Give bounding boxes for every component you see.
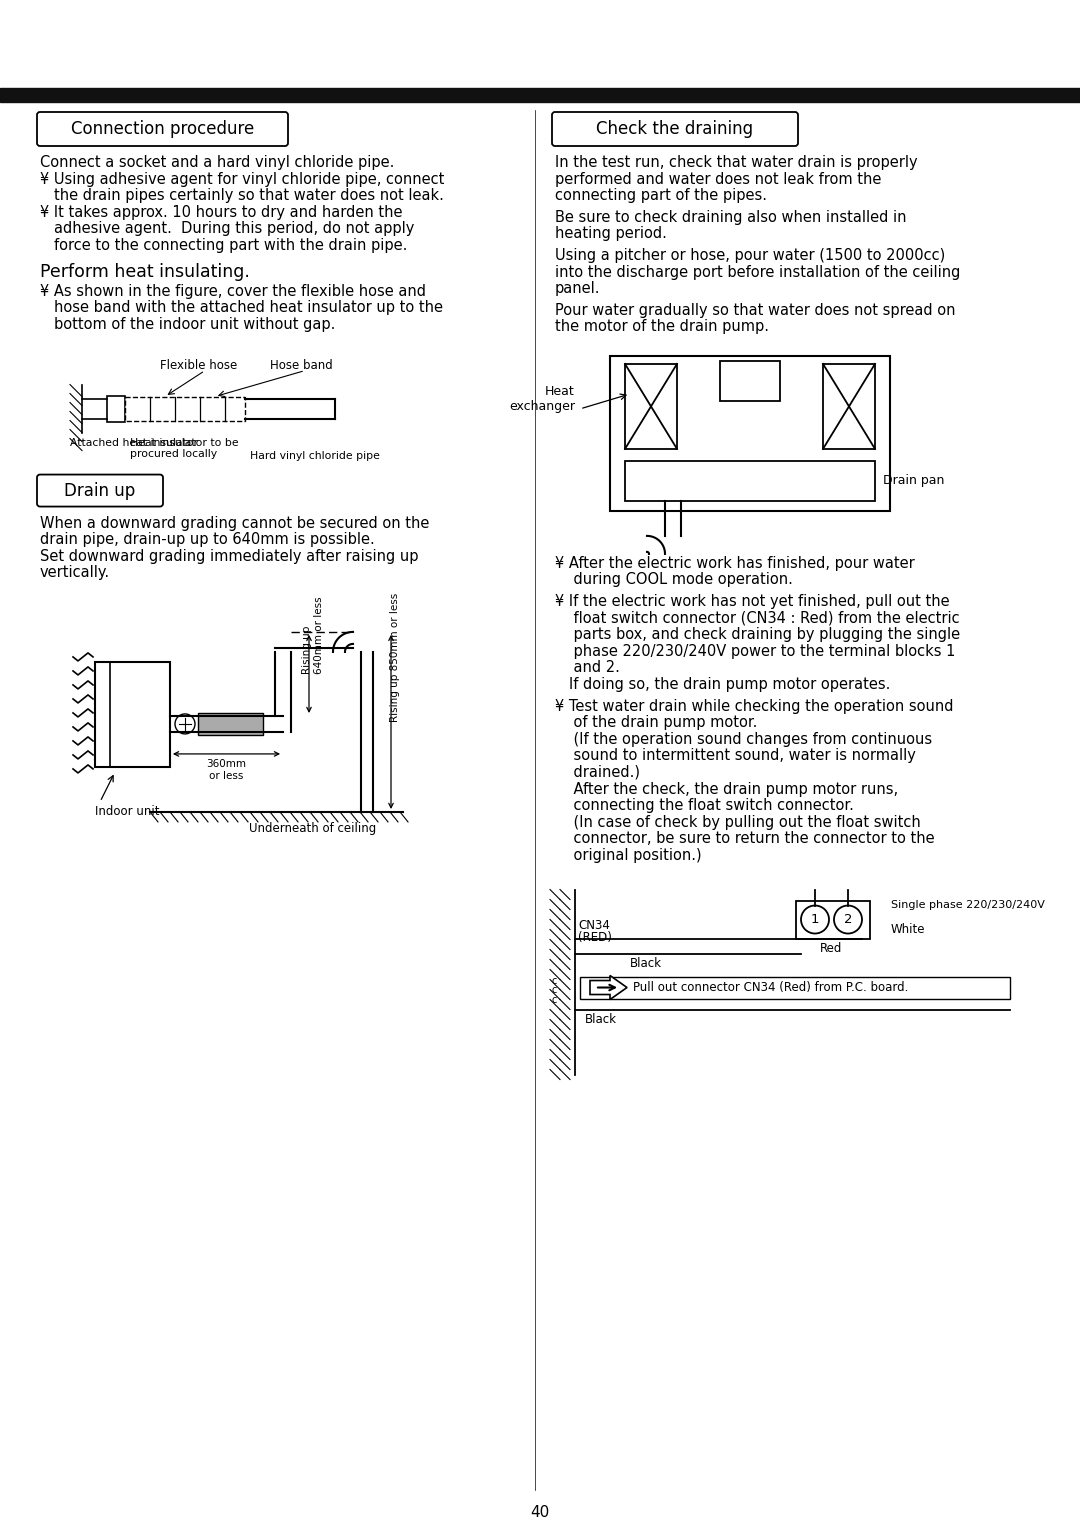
Text: connector, be sure to return the connector to the: connector, be sure to return the connect…: [555, 831, 934, 846]
Text: Flexible hose: Flexible hose: [160, 358, 238, 372]
Text: 1: 1: [811, 913, 820, 926]
Text: Rising up 850mm or less: Rising up 850mm or less: [390, 593, 400, 721]
Text: (In case of check by pulling out the float switch: (In case of check by pulling out the flo…: [555, 814, 921, 830]
Text: CN34: CN34: [578, 918, 610, 932]
Text: panel.: panel.: [555, 281, 600, 296]
Polygon shape: [590, 976, 627, 999]
Text: c: c: [552, 976, 557, 985]
Text: Pull out connector CN34 (Red) from P.C. board.: Pull out connector CN34 (Red) from P.C. …: [633, 981, 908, 994]
Text: Heat insulator to be: Heat insulator to be: [130, 438, 239, 447]
Text: drained.): drained.): [555, 766, 640, 779]
Text: Underneath of ceiling: Underneath of ceiling: [249, 822, 377, 834]
Text: 2: 2: [843, 913, 852, 926]
Text: hose band with the attached heat insulator up to the: hose band with the attached heat insulat…: [54, 300, 443, 316]
Bar: [125, 396, 245, 421]
Text: vertically.: vertically.: [40, 566, 110, 581]
Text: c: c: [552, 985, 557, 994]
Text: parts box, and check draining by plugging the single: parts box, and check draining by pluggin…: [555, 627, 960, 642]
Bar: [625, 364, 677, 448]
FancyBboxPatch shape: [552, 111, 798, 146]
Text: 40: 40: [530, 1505, 550, 1520]
Text: phase 220/230/240V power to the terminal blocks 1: phase 220/230/240V power to the terminal…: [555, 644, 956, 659]
Text: original position.): original position.): [555, 848, 702, 863]
Text: White: White: [891, 923, 926, 936]
Text: c: c: [552, 994, 557, 1005]
Bar: [720, 361, 780, 401]
Text: procured locally: procured locally: [130, 448, 217, 459]
Text: Rising up
640mm or less: Rising up 640mm or less: [302, 596, 324, 674]
Bar: [610, 355, 890, 511]
Bar: [95, 662, 170, 767]
Text: adhesive agent.  During this period, do not apply: adhesive agent. During this period, do n…: [54, 221, 415, 236]
Text: (If the operation sound changes from continuous: (If the operation sound changes from con…: [555, 732, 932, 747]
Text: connecting the float switch connector.: connecting the float switch connector.: [555, 798, 854, 813]
Text: Hard vinyl chloride pipe: Hard vinyl chloride pipe: [249, 450, 380, 461]
Bar: [823, 364, 875, 448]
Text: force to the connecting part with the drain pipe.: force to the connecting part with the dr…: [54, 238, 407, 253]
Text: Be sure to check draining also when installed in: Be sure to check draining also when inst…: [555, 210, 906, 224]
Text: heating period.: heating period.: [555, 226, 666, 241]
Text: Single phase 220/230/240V: Single phase 220/230/240V: [891, 900, 1044, 909]
Text: 360mm
or less: 360mm or less: [206, 759, 246, 781]
Text: and 2.: and 2.: [555, 660, 620, 676]
Text: Black: Black: [630, 956, 662, 970]
Text: Attached heat insulator: Attached heat insulator: [70, 438, 198, 447]
Text: ¥ Using adhesive agent for vinyl chloride pipe, connect: ¥ Using adhesive agent for vinyl chlorid…: [40, 172, 444, 186]
Text: ¥ As shown in the figure, cover the flexible hose and: ¥ As shown in the figure, cover the flex…: [40, 284, 426, 299]
Text: Drain pan: Drain pan: [883, 474, 944, 488]
Text: Perform heat insulating.: Perform heat insulating.: [40, 262, 249, 281]
Text: Check the draining: Check the draining: [596, 120, 754, 137]
Text: Red: Red: [820, 941, 842, 955]
Text: during COOL mode operation.: during COOL mode operation.: [555, 572, 793, 587]
Text: connecting part of the pipes.: connecting part of the pipes.: [555, 188, 767, 203]
Text: ¥ If the electric work has not yet finished, pull out the: ¥ If the electric work has not yet finis…: [555, 595, 949, 608]
Text: the drain pipes certainly so that water does not leak.: the drain pipes certainly so that water …: [54, 188, 444, 203]
FancyBboxPatch shape: [37, 474, 163, 506]
FancyBboxPatch shape: [37, 111, 288, 146]
Bar: [0, 88, 1080, 102]
Text: Hose band: Hose band: [270, 358, 333, 372]
Text: float switch connector (CN34 : Red) from the electric: float switch connector (CN34 : Red) from…: [555, 610, 960, 625]
Text: Connection procedure: Connection procedure: [71, 120, 254, 137]
Text: Heat
exchanger: Heat exchanger: [509, 384, 575, 413]
Text: Set downward grading immediately after raising up: Set downward grading immediately after r…: [40, 549, 419, 564]
Text: of the drain pump motor.: of the drain pump motor.: [555, 715, 757, 730]
Text: sound to intermittent sound, water is normally: sound to intermittent sound, water is no…: [555, 749, 916, 764]
Bar: [625, 461, 875, 500]
Text: In the test run, check that water drain is properly: In the test run, check that water drain …: [555, 156, 918, 169]
Text: into the discharge port before installation of the ceiling: into the discharge port before installat…: [555, 264, 960, 279]
Text: ¥ It takes approx. 10 hours to dry and harden the: ¥ It takes approx. 10 hours to dry and h…: [40, 204, 403, 220]
Text: Using a pitcher or hose, pour water (1500 to 2000cc): Using a pitcher or hose, pour water (150…: [555, 249, 945, 262]
Text: drain pipe, drain-up up to 640mm is possible.: drain pipe, drain-up up to 640mm is poss…: [40, 532, 375, 547]
Text: bottom of the indoor unit without gap.: bottom of the indoor unit without gap.: [54, 317, 336, 332]
Bar: [107, 395, 125, 421]
Text: performed and water does not leak from the: performed and water does not leak from t…: [555, 172, 881, 186]
Text: After the check, the drain pump motor runs,: After the check, the drain pump motor ru…: [555, 782, 899, 796]
Text: If doing so, the drain pump motor operates.: If doing so, the drain pump motor operat…: [569, 677, 890, 692]
Text: Drain up: Drain up: [65, 482, 136, 500]
Text: Black: Black: [585, 1013, 617, 1025]
Bar: [796, 901, 870, 938]
Text: When a downward grading cannot be secured on the: When a downward grading cannot be secure…: [40, 515, 430, 531]
Circle shape: [175, 714, 195, 734]
Text: ¥ Test water drain while checking the operation sound: ¥ Test water drain while checking the op…: [555, 698, 954, 714]
Bar: [198, 712, 264, 735]
Text: the motor of the drain pump.: the motor of the drain pump.: [555, 319, 769, 334]
FancyBboxPatch shape: [580, 976, 1010, 999]
Text: ¥ After the electric work has finished, pour water: ¥ After the electric work has finished, …: [555, 557, 915, 570]
Text: Indoor unit: Indoor unit: [95, 805, 160, 817]
Text: Connect a socket and a hard vinyl chloride pipe.: Connect a socket and a hard vinyl chlori…: [40, 156, 394, 169]
Text: (RED): (RED): [578, 930, 612, 944]
Text: Pour water gradually so that water does not spread on: Pour water gradually so that water does …: [555, 303, 956, 317]
